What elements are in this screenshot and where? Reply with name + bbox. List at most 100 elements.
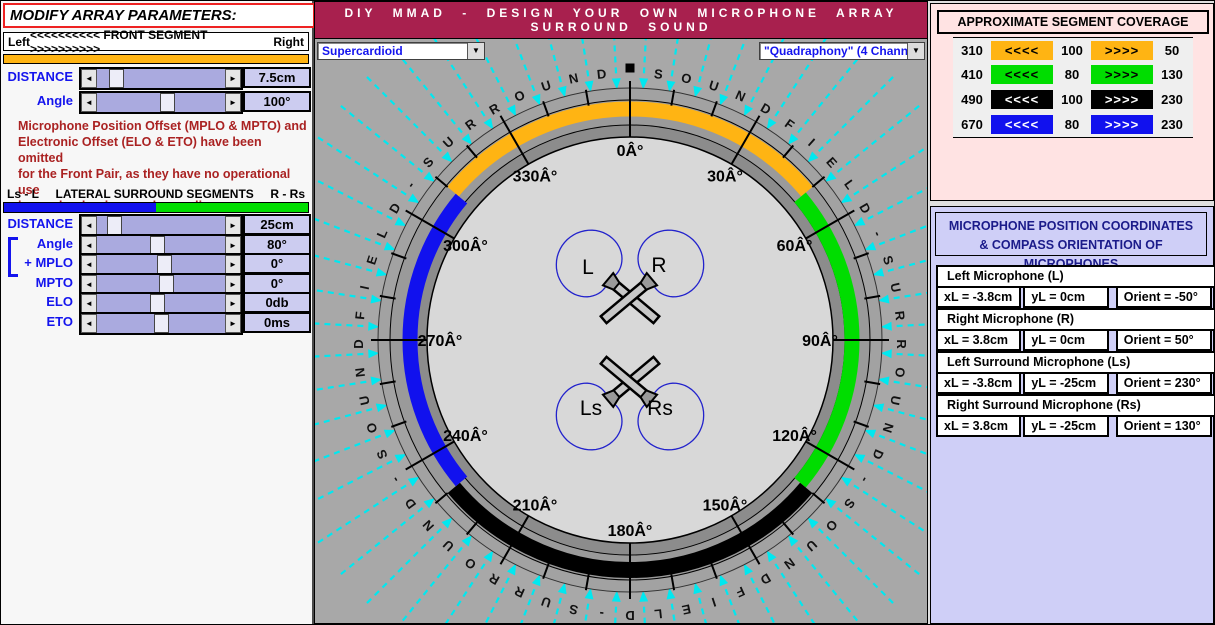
slider-row-mpto: MPTO ◄ ► 0°: [1, 272, 314, 296]
slider-right-arrow-icon[interactable]: ►: [225, 235, 241, 255]
soundfield-arrow: [611, 2, 618, 78]
app-title-bar: DIY MMAD - DESIGN YOUR OWN MICROPHONE AR…: [315, 2, 927, 39]
slider-right-arrow-icon[interactable]: ►: [225, 274, 241, 294]
slider-right-arrow-icon[interactable]: ►: [225, 216, 241, 235]
slider-row-eto: ETO ◄ ► 0ms: [1, 311, 314, 335]
ring-letter: N: [733, 87, 748, 105]
coverage-row: 490 <<<< 100 >>>> 230: [953, 87, 1193, 113]
note-line: Microphone Position Offset (MPLO & MPTO)…: [18, 119, 307, 133]
degree-label: 180Â°: [608, 521, 653, 540]
slider-thumb[interactable]: [159, 274, 175, 294]
slider-right-arrow-icon[interactable]: ►: [225, 313, 241, 333]
chevron-down-icon[interactable]: ▼: [467, 43, 484, 59]
soundfield-arrow: [317, 482, 411, 544]
slider-track[interactable]: [97, 69, 225, 88]
front-segment-color-bar: [3, 54, 309, 64]
slider-left-arrow-icon[interactable]: ◄: [81, 313, 97, 333]
soundfield-arrow: [670, 599, 676, 623]
segment-end-value: 130: [1161, 67, 1183, 82]
arrow-head-icon: [880, 321, 892, 331]
soundfield-arrow: [460, 8, 512, 107]
right-surround-color: [156, 203, 308, 212]
slider-label: + MPLO: [24, 255, 73, 270]
slider-thumb[interactable]: [156, 255, 172, 274]
arrow-head-icon: [877, 376, 890, 386]
slider-left-arrow-icon[interactable]: ◄: [81, 255, 97, 274]
arrow-head-icon: [383, 241, 396, 251]
slider-right-arrow-icon[interactable]: ►: [225, 69, 241, 88]
slider-track[interactable]: [97, 93, 225, 112]
mic-label-L: L: [582, 256, 594, 279]
slider-thumb[interactable]: [150, 235, 166, 255]
mic-capsule: [639, 389, 659, 409]
channel-format-select[interactable]: "Quadraphony" (4 Channels ▼: [759, 42, 925, 60]
ring-letter: F: [782, 116, 797, 133]
slider-left-arrow-icon[interactable]: ◄: [81, 93, 97, 112]
soundfield-arrow: [340, 105, 427, 176]
segment-start-value: 670: [961, 117, 983, 132]
ring-letter: D: [386, 200, 404, 216]
slider-thumb[interactable]: [109, 69, 125, 88]
slider-left-arrow-icon[interactable]: ◄: [81, 69, 97, 88]
coverage-row: 670 <<<< 80 >>>> 230: [953, 112, 1193, 138]
segment-start-value: 410: [961, 67, 983, 82]
slider-thumb[interactable]: [154, 313, 169, 333]
slider-track[interactable]: [97, 235, 225, 255]
degree-label: 330Â°: [513, 166, 558, 185]
ring-letter: F: [352, 311, 368, 321]
slider-value: 0db: [243, 292, 311, 313]
right-arrows-cell: >>>>: [1091, 90, 1153, 109]
chevron-down-icon[interactable]: ▼: [907, 43, 924, 59]
app-title-line2: SURROUND SOUND: [530, 20, 712, 34]
slider-label: DISTANCE: [7, 69, 73, 84]
slider-label: Angle: [36, 93, 73, 108]
right-arrows-cell: >>>>: [1091, 65, 1153, 84]
minor-tick: [465, 521, 478, 536]
slider-value: 0°: [243, 253, 311, 274]
minor-tick: [390, 252, 407, 260]
slider-thumb[interactable]: [150, 294, 166, 313]
arrow-head-icon: [766, 550, 777, 563]
slider-value: 7.5cm: [243, 67, 311, 88]
slider-right-arrow-icon[interactable]: ►: [225, 294, 241, 313]
soundfield-arrow: [366, 525, 445, 604]
channel-format-value: "Quadraphony" (4 Channels: [764, 44, 907, 58]
lateral-segments-header: Ls - L LATERAL SURROUND SEGMENTS R - Rs: [3, 184, 309, 203]
ring-letter: O: [823, 517, 841, 535]
polar-pattern-select[interactable]: Supercardioid ▼: [317, 42, 485, 60]
slider-right-arrow-icon[interactable]: ►: [225, 255, 241, 274]
slider-thumb[interactable]: [106, 216, 122, 235]
slider-thumb[interactable]: [160, 93, 176, 112]
soundfield-arrow: [315, 254, 377, 273]
slider-value: 25cm: [243, 214, 311, 235]
slider-track[interactable]: [97, 216, 225, 235]
arrow-head-icon: [584, 80, 594, 93]
arrow-head-icon: [787, 535, 799, 547]
slider-track[interactable]: [97, 313, 225, 333]
slider-track[interactable]: [97, 294, 225, 313]
ring-letter: R: [486, 570, 502, 588]
slider-mplo[interactable]: ◄ ►: [79, 253, 243, 276]
slider-left-arrow-icon[interactable]: ◄: [81, 294, 97, 313]
soundfield-arrow: [315, 458, 397, 502]
slider-left-arrow-icon[interactable]: ◄: [81, 235, 97, 255]
soundfield-arrow: [315, 288, 371, 300]
slider-eto[interactable]: ◄ ►: [79, 311, 243, 335]
slider-left-arrow-icon[interactable]: ◄: [81, 216, 97, 235]
ring-letter: I: [357, 284, 372, 291]
slider-left-arrow-icon[interactable]: ◄: [81, 274, 97, 294]
slider-value: 0ms: [243, 311, 311, 333]
mic-x-value: xL = -3.8cm: [936, 372, 1022, 394]
slider-value: 80°: [243, 233, 311, 255]
mic-values-row: xL = 3.8cm yL = -25cm Orient = 130°: [936, 415, 1212, 437]
slider-angle[interactable]: ◄ ►: [79, 91, 243, 114]
slider-track[interactable]: [97, 274, 225, 294]
left-arrows-cell: <<<<: [991, 90, 1053, 109]
arrow-head-icon: [787, 133, 799, 145]
soundfield-arrow: [889, 380, 927, 389]
slider-track[interactable]: [97, 255, 225, 274]
panel-title: MODIFY ARRAY PARAMETERS:: [3, 3, 315, 28]
slider-right-arrow-icon[interactable]: ►: [225, 93, 241, 112]
slider-distance[interactable]: ◄ ►: [79, 67, 243, 90]
arrow-head-icon: [877, 294, 890, 304]
